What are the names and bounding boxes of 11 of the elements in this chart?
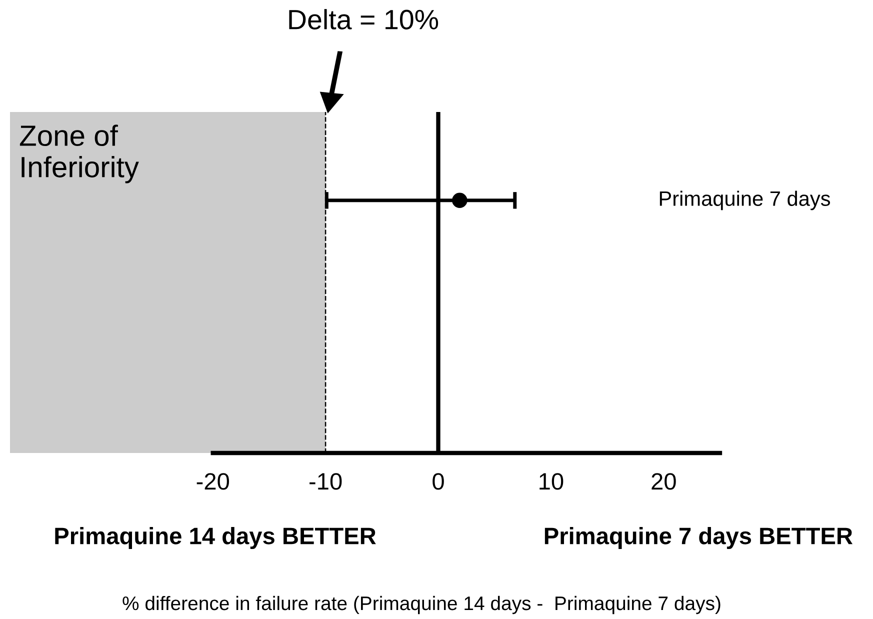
x-tick-label: 10 — [540, 473, 564, 490]
text: Primaquine 7 days BETTER — [544, 526, 853, 550]
x-tick-label: 0 — [432, 473, 444, 490]
x-tick-label: -20 — [196, 473, 229, 490]
band-label: Zone of Inferiority — [20, 124, 139, 184]
y-tick-label: Primaquine 7 days — [660, 190, 830, 210]
x-tick-label: -10 — [310, 473, 342, 490]
x-tick-label: 20 — [652, 473, 676, 490]
text: Delta = 10% — [289, 9, 438, 30]
text: % difference in failure rate (Primaquine 14 days - Primaquine 7 days) — [122, 596, 720, 614]
text: Primaquine 14 days BETTER — [55, 526, 376, 550]
